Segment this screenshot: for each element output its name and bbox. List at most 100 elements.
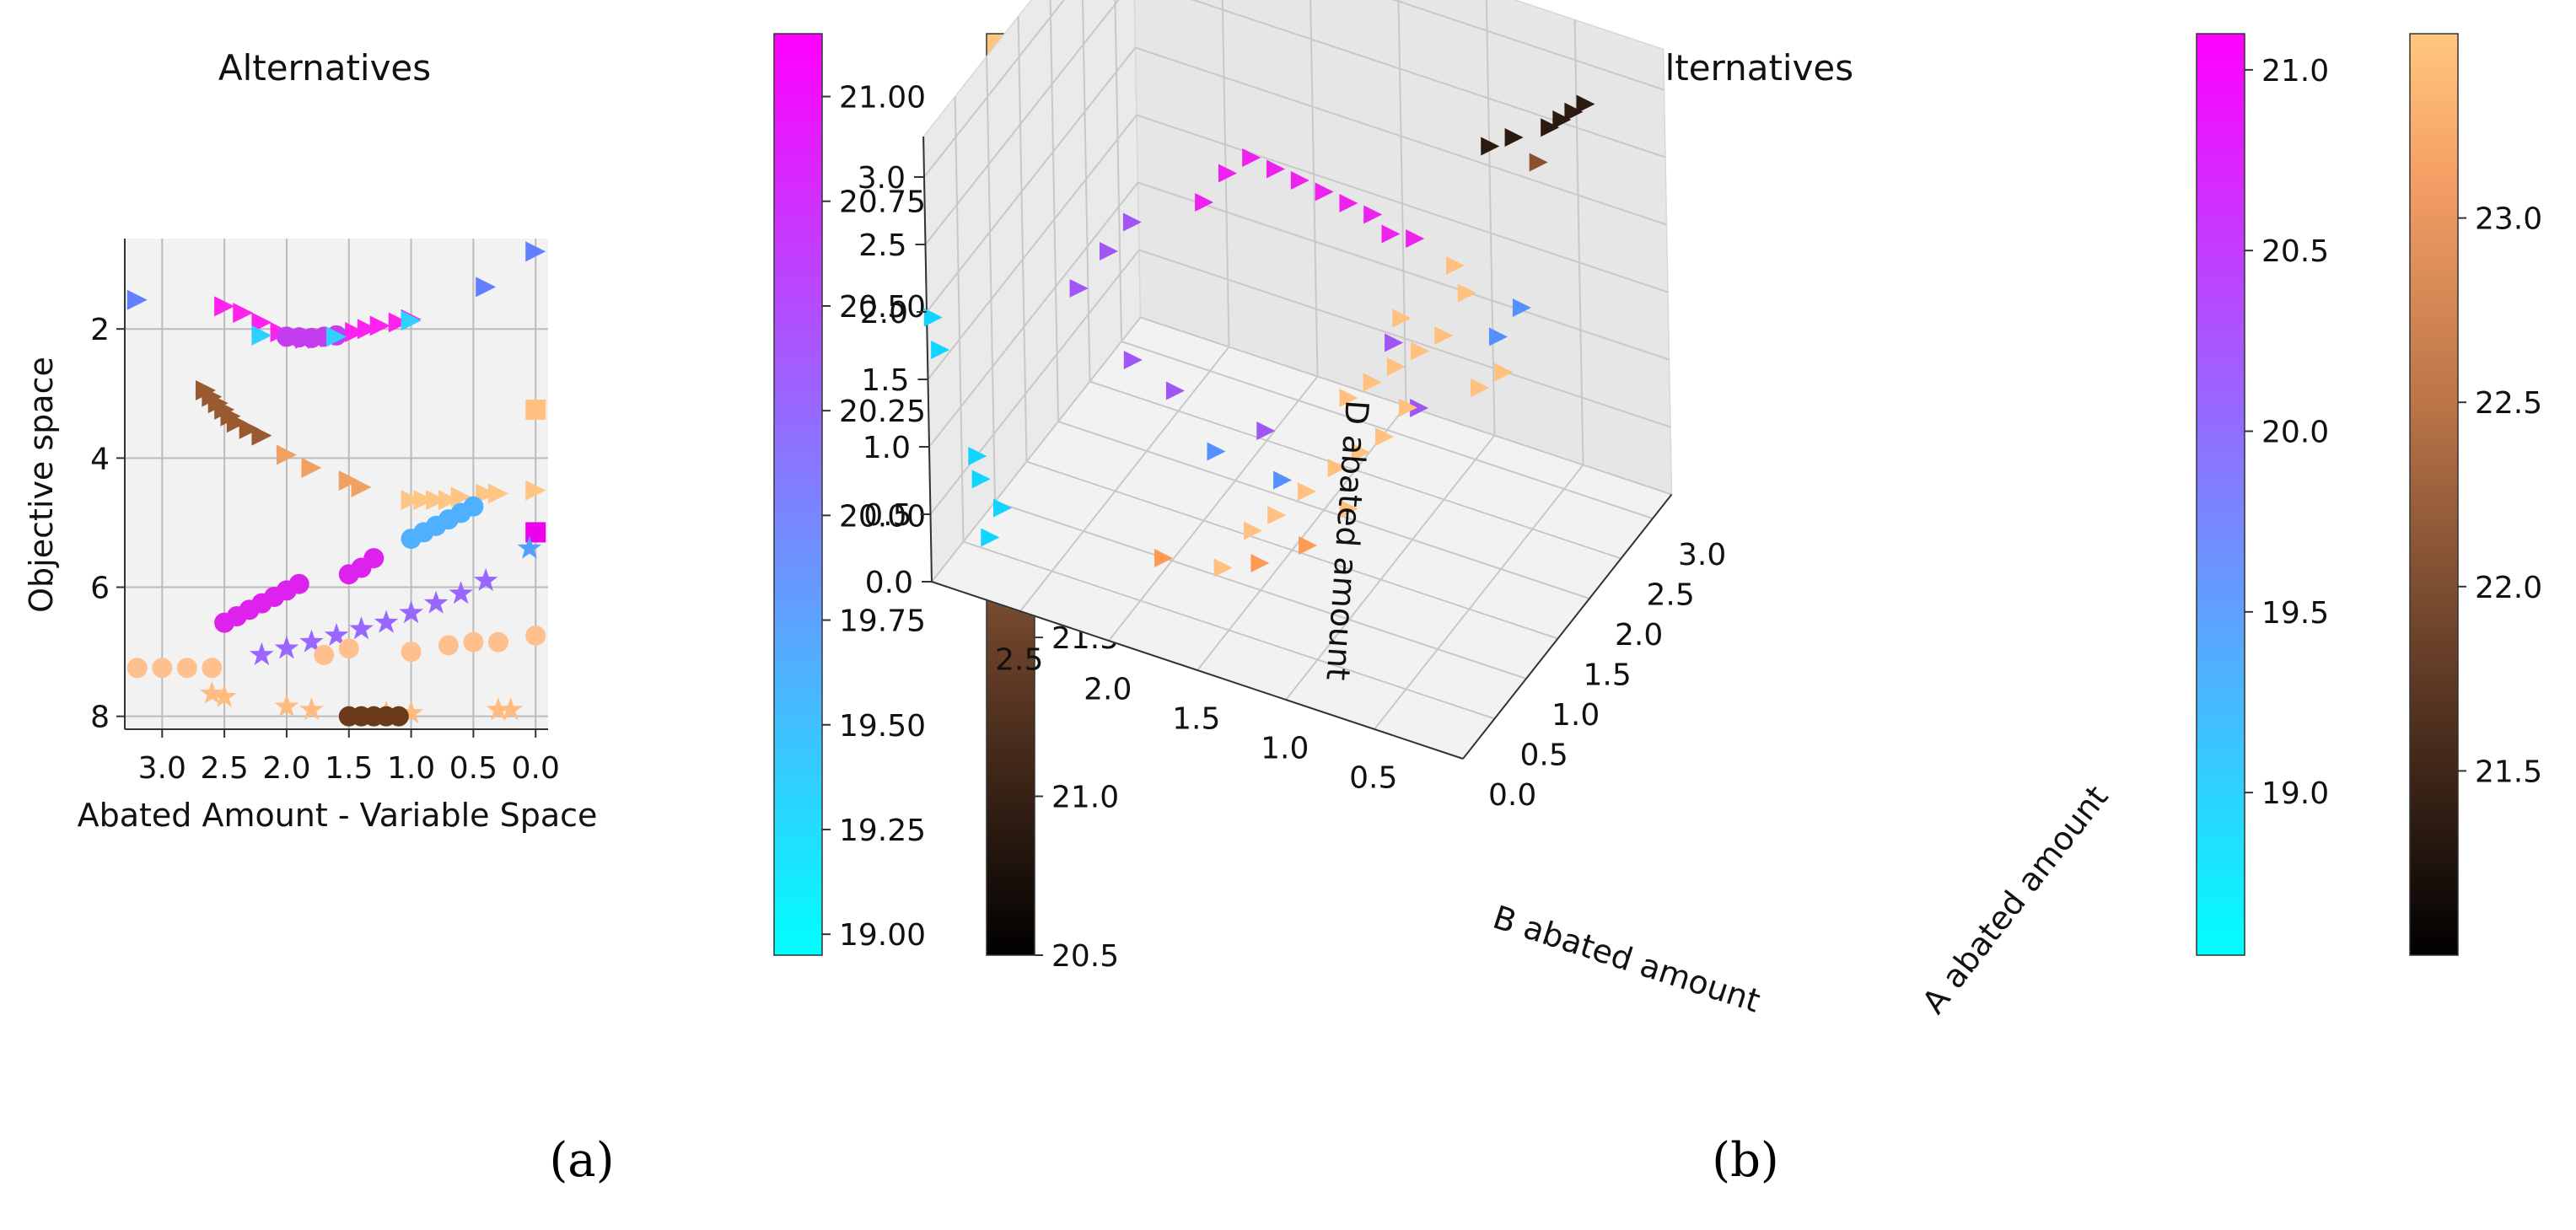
panel-b-gridline [1082, 0, 1091, 382]
colorbar-tick-label: 22.0 [2475, 571, 2542, 605]
panel-b-colorbar-cool-ticks: 21.0 20.5 20.0 19.5 19.0 [2245, 54, 2329, 811]
panel-b-gridline [1285, 434, 1496, 701]
panel-b-z-axis [922, 136, 933, 583]
panel-b-point [1411, 341, 1429, 361]
colorbar-tick-label: 19.0 [2261, 776, 2329, 811]
panel-b-point [1299, 536, 1318, 555]
panel-a-point [449, 581, 473, 604]
panel-b-colorbar-copper [2409, 33, 2459, 956]
panel-b-point [1207, 442, 1226, 461]
panel-b-point [993, 498, 1012, 518]
subfigure-b-label: (b) [1712, 1133, 1779, 1188]
panel-b-y-tick-label: 1.5 [1584, 658, 1632, 693]
colorbar-tick-label: 20.0 [2261, 415, 2329, 449]
panel-a-point [401, 642, 422, 663]
panel-a-point [357, 319, 378, 340]
panel-a-point [251, 312, 272, 333]
panel-a-point [423, 590, 449, 614]
panel-b-y-tick-label: 0.5 [1520, 739, 1568, 773]
panel-a-point [276, 444, 297, 465]
panel-a-y-label: Objective space [23, 357, 60, 613]
panel-a-point [426, 490, 447, 511]
colorbar-tick-label: 20.00 [839, 499, 926, 534]
panel-a-x-tick-label: 0.0 [512, 751, 560, 786]
panel-b-gridline [1049, 0, 1059, 422]
panel-a-point [250, 642, 274, 666]
panel-a-x-tick-label: 2.0 [262, 751, 310, 786]
panel-b-x-tick-label: 0.5 [1349, 760, 1397, 795]
panel-b-point [1512, 298, 1531, 317]
colorbar-tick-label: 19.5 [2261, 596, 2329, 631]
panel-b-point [1541, 118, 1560, 137]
panel-a-point [152, 658, 173, 679]
colorbar-tick-label: 20.50 [839, 290, 926, 325]
panel-b-gridline [994, 501, 1527, 679]
panel-b-point [1315, 182, 1334, 201]
panel-a-point [413, 490, 434, 511]
panel-a-point [126, 658, 148, 679]
panel-b-point [1529, 153, 1548, 172]
panel-a-point [338, 470, 359, 491]
panel-b-z-tick-label: 1.0 [863, 431, 911, 465]
panel-b-point [1165, 381, 1185, 400]
panel-b-z-tick-label: 1.5 [861, 363, 909, 398]
panel-b-colorbar-copper-ticks: 23.0 22.5 22.0 21.5 [2458, 202, 2542, 789]
panel-b-gridline [1138, 249, 1671, 428]
panel-b-ticks: 2.5 2.0 1.5 1.0 0.5 0.0 0.5 1.0 1.5 2.0 2.5 3.0 0.0 0… [858, 161, 1727, 813]
panel-b-gridline [928, 181, 1139, 448]
panel-a-point [399, 700, 423, 723]
panel-b-colorbar-cool [2196, 33, 2245, 956]
panel-b-point [1386, 357, 1406, 376]
panel-b-gridline [986, 56, 996, 502]
panel-a-point [251, 325, 272, 346]
panel-b-gridline [1485, 0, 1496, 436]
panel-b-point [1154, 549, 1174, 567]
panel-a-x-ticks: 3.0 2.5 2.0 1.5 1.0 0.5 0.0 [138, 729, 560, 786]
colorbar-tick-label: 22.5 [2475, 386, 2542, 421]
panel-a-point [369, 315, 390, 336]
panel-a-point [401, 310, 422, 331]
panel-a-point [463, 631, 484, 653]
panel-b-x-tick-label: 2.0 [1084, 672, 1132, 706]
panel-b-point [1339, 499, 1358, 518]
panel-a-point [450, 486, 471, 508]
panel-a-point [487, 631, 508, 653]
panel-b-gridline [1391, 0, 1664, 91]
panel-b-point [931, 341, 950, 359]
panel-a-points [126, 241, 546, 727]
panel-b-point [1363, 205, 1383, 224]
panel-b-gridline [1135, 46, 1667, 226]
panel-b-point [1398, 398, 1417, 417]
panel-a-point [525, 241, 546, 262]
panel-b-gridline [923, 0, 1066, 178]
panel-b-title: Alternatives [1641, 47, 1853, 89]
panel-b-point [1123, 351, 1143, 369]
panel-a-point [525, 625, 546, 646]
panel-b-point [1195, 193, 1214, 212]
panel-a-point [388, 706, 409, 727]
panel-a-colorbar-cool [773, 33, 823, 956]
panel-b-point [1351, 443, 1370, 462]
colorbar-tick-label: 19.00 [839, 918, 926, 953]
panel-b-gridline [1019, 346, 1230, 612]
panel-a-point [200, 680, 224, 704]
panel-b-gridline [1114, 0, 1122, 342]
panel-b-point [1297, 482, 1316, 501]
panel-b-z-tick-label: 3.0 [858, 161, 906, 196]
panel-b-point [1434, 326, 1454, 345]
panel-a-y-tick-label: 6 [90, 572, 110, 606]
panel-b-point [1457, 283, 1476, 303]
panel-b-gridline [1026, 460, 1558, 640]
panel-b-point [1381, 224, 1401, 244]
panel-b-gridline [1221, 0, 1230, 347]
panel-b-point [1250, 554, 1270, 572]
panel-a-title: Alternatives [218, 47, 431, 89]
panel-b-point [1363, 373, 1382, 392]
panel-b-point [1481, 137, 1500, 156]
panel-a-point [487, 483, 508, 504]
panel-b-x-tick-label: 1.0 [1261, 731, 1309, 765]
panel-b-gridline [1057, 421, 1590, 599]
panel-b-point [1385, 333, 1404, 352]
panel-a-point [226, 412, 247, 433]
